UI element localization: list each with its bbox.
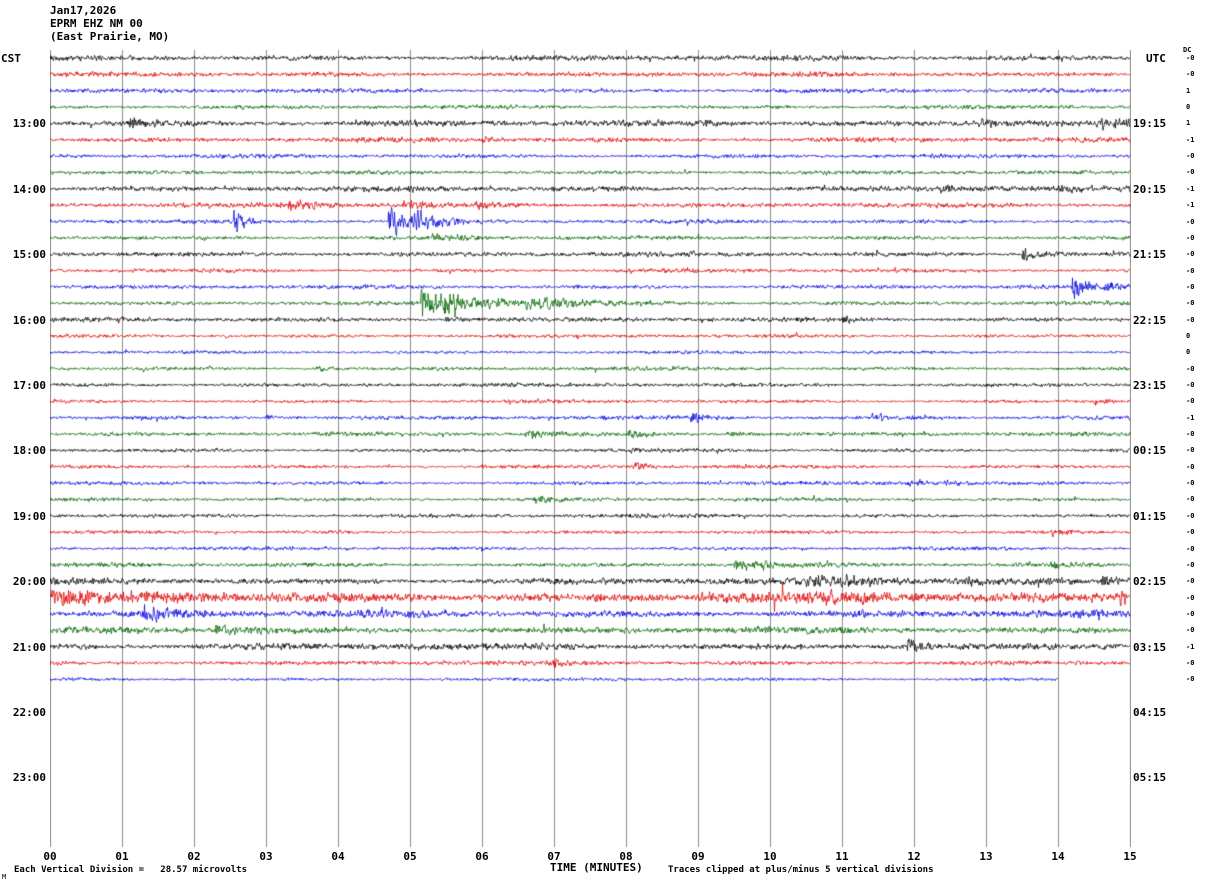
cst-hour-label: 19:00 — [12, 509, 46, 523]
cst-hour-label: 20:00 — [12, 575, 46, 589]
x-tick-label: 06 — [475, 850, 489, 863]
dc-value: 1 — [1186, 86, 1191, 95]
dc-value: -0 — [1186, 397, 1195, 406]
dc-value: -0 — [1186, 528, 1195, 537]
utc-hour-label: 00:15 — [1133, 444, 1167, 458]
utc-axis-label: UTC — [1146, 52, 1166, 65]
utc-hour-label: 03:15 — [1133, 640, 1167, 654]
dc-value: 0 — [1186, 103, 1191, 112]
cst-hour-label: 21:00 — [12, 640, 46, 654]
dc-value: -0 — [1186, 381, 1195, 389]
dc-value: -0 — [1186, 577, 1195, 586]
utc-hour-label: 21:15 — [1133, 248, 1167, 262]
dc-value: -0 — [1186, 315, 1195, 324]
dc-value: -0 — [1186, 495, 1195, 504]
dc-value: -0 — [1186, 511, 1195, 520]
cst-hour-label: 18:00 — [12, 444, 46, 458]
cst-hour-label: 16:00 — [12, 313, 46, 327]
x-axis-title: TIME (MINUTES) — [550, 861, 643, 874]
dc-value: 0 — [1186, 331, 1191, 340]
cst-axis-label: CST — [1, 52, 21, 65]
dc-column-label: DC — [1183, 46, 1192, 54]
utc-hour-label: 02:15 — [1133, 575, 1167, 589]
cst-hour-label: 14:00 — [12, 182, 46, 196]
utc-hour-label: 22:15 — [1133, 313, 1167, 327]
dc-value: -0 — [1186, 70, 1195, 79]
dc-value: -0 — [1186, 282, 1195, 291]
dc-value: 1 — [1186, 119, 1191, 128]
dc-value: -0 — [1186, 430, 1195, 439]
x-tick-label: 13 — [979, 850, 993, 863]
dc-value: -0 — [1186, 675, 1195, 684]
division-note: Each Vertical Division = 28.57 microvolt… — [14, 865, 247, 875]
utc-hour-label: 19:15 — [1133, 117, 1167, 131]
dc-value: -1 — [1186, 135, 1195, 144]
x-tick-label: 12 — [907, 850, 921, 863]
cst-hour-label: 13:00 — [12, 117, 46, 131]
x-tick-label: 01 — [115, 850, 129, 863]
dc-value: -0 — [1186, 479, 1195, 488]
dc-value: -1 — [1186, 642, 1195, 651]
x-tick-label: 15 — [1123, 850, 1137, 863]
cst-hour-label: 23:00 — [12, 771, 46, 785]
dc-value: -1 — [1186, 413, 1195, 422]
cst-hour-label: 17:00 — [12, 379, 46, 392]
title-station: EPRM EHZ NM 00 — [50, 17, 143, 30]
x-tick-label: 02 — [187, 850, 201, 863]
dc-value: -1 — [1186, 184, 1195, 193]
title-date: Jan17,2026 — [50, 4, 117, 17]
dc-value: -0 — [1186, 299, 1195, 308]
x-tick-label: 09 — [691, 850, 705, 863]
utc-hour-label: 01:15 — [1133, 509, 1167, 523]
x-tick-label: 11 — [835, 850, 849, 863]
dc-value: -0 — [1186, 626, 1195, 635]
x-tick-label: 08 — [619, 850, 633, 863]
dc-value: -0 — [1186, 152, 1195, 161]
dc-value: -0 — [1186, 217, 1195, 226]
x-tick-label: 07 — [547, 850, 561, 863]
dc-value: 0 — [1186, 348, 1191, 357]
dc-value: -0 — [1186, 168, 1195, 177]
dc-value: -0 — [1186, 462, 1195, 471]
x-tick-label: 00 — [43, 850, 57, 863]
dc-value: -0 — [1186, 609, 1195, 618]
utc-hour-label: 20:15 — [1133, 182, 1167, 196]
utc-hour-label: 23:15 — [1133, 379, 1167, 392]
title-location: (East Prairie, MO) — [50, 30, 170, 43]
seismogram-traces-canvas — [50, 48, 1131, 849]
cst-hour-label: 15:00 — [12, 248, 46, 262]
x-tick-label: 05 — [403, 850, 417, 863]
dc-value: -0 — [1186, 560, 1195, 569]
dc-value: -0 — [1186, 250, 1195, 259]
clip-note: Traces clipped at plus/minus 5 vertical … — [668, 865, 934, 875]
dc-value: -0 — [1186, 658, 1195, 667]
dc-value: -0 — [1186, 364, 1195, 373]
x-tick-label: 14 — [1051, 850, 1065, 863]
x-tick-label: 10 — [763, 850, 777, 863]
x-tick-label: 04 — [331, 850, 345, 863]
utc-hour-label: 04:15 — [1133, 706, 1167, 719]
dc-value: -0 — [1186, 593, 1195, 602]
cst-hour-label: 22:00 — [12, 706, 46, 719]
dc-value: -0 — [1186, 233, 1195, 242]
x-tick-label: 03 — [259, 850, 273, 863]
dc-value: -0 — [1186, 446, 1195, 455]
watermark-glyph: M — [2, 873, 7, 881]
dc-value: -1 — [1186, 201, 1195, 210]
dc-value: -0 — [1186, 266, 1195, 275]
dc-value: -0 — [1186, 54, 1195, 62]
utc-hour-label: 05:15 — [1133, 771, 1167, 785]
dc-value: -0 — [1186, 544, 1195, 553]
